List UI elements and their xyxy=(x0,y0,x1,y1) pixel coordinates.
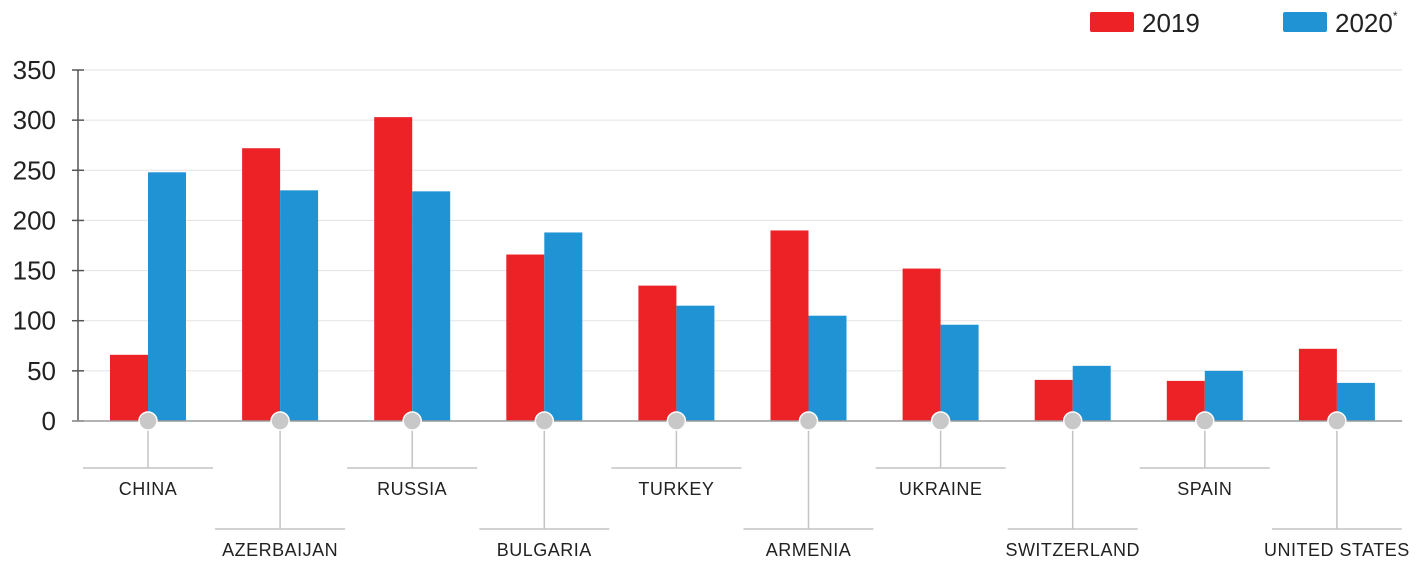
category-label-ukraine: UKRAINE xyxy=(899,479,983,499)
y-tick-label-350: 350 xyxy=(13,55,56,85)
y-tick-label-100: 100 xyxy=(13,306,56,336)
category-label-russia: RUSSIA xyxy=(377,479,447,499)
bar-2020-ukraine xyxy=(941,325,979,421)
category-marker-turkey xyxy=(667,412,685,430)
bar-2019-armenia xyxy=(771,230,809,421)
category-marker-spain xyxy=(1196,412,1214,430)
category-marker-ukraine xyxy=(932,412,950,430)
bar-2019-ukraine xyxy=(903,269,941,421)
bar-2019-turkey xyxy=(638,286,676,421)
bar-2020-turkey xyxy=(676,306,714,421)
bar-2020-armenia xyxy=(809,316,847,421)
legend: 2019 2020* xyxy=(1090,8,1398,38)
y-tick-label-150: 150 xyxy=(13,256,56,286)
category-marker-russia xyxy=(403,412,421,430)
category-label-azerbaijan: AZERBAIJAN xyxy=(222,540,338,560)
y-tick-label-300: 300 xyxy=(13,105,56,135)
bar-2020-bulgaria xyxy=(544,232,582,421)
category-label-turkey: TURKEY xyxy=(638,479,714,499)
bar-2019-united-states xyxy=(1299,349,1337,421)
legend-swatch-2019 xyxy=(1090,12,1134,32)
bar-2019-china xyxy=(110,355,148,421)
legend-label-2020: 2020* xyxy=(1335,8,1398,38)
legend-swatch-2020 xyxy=(1283,12,1327,32)
category-marker-azerbaijan xyxy=(271,412,289,430)
y-tick-label-50: 50 xyxy=(27,356,56,386)
category-marker-bulgaria xyxy=(535,412,553,430)
bar-2020-russia xyxy=(412,191,450,421)
y-tick-label-250: 250 xyxy=(13,155,56,185)
category-marker-united-states xyxy=(1328,412,1346,430)
category-label-switzerland: SWITZERLAND xyxy=(1005,540,1140,560)
category-marker-china xyxy=(139,412,157,430)
category-marker-switzerland xyxy=(1064,412,1082,430)
bar-2019-azerbaijan xyxy=(242,148,280,421)
bar-2019-russia xyxy=(374,117,412,421)
category-marker-armenia xyxy=(800,412,818,430)
category-label-united-states: UNITED STATES xyxy=(1264,540,1410,560)
y-tick-label-200: 200 xyxy=(13,205,56,235)
bar-2020-switzerland xyxy=(1073,366,1111,421)
legend-label-2020-text: 2020 xyxy=(1335,8,1393,38)
bar-2020-azerbaijan xyxy=(280,190,318,421)
y-tick-label-0: 0 xyxy=(42,406,56,436)
bar-2019-bulgaria xyxy=(506,255,544,421)
category-label-armenia: ARMENIA xyxy=(766,540,852,560)
bars xyxy=(110,117,1375,421)
category-label-china: CHINA xyxy=(119,479,178,499)
category-label-spain: SPAIN xyxy=(1177,479,1232,499)
bar-2020-china xyxy=(148,172,186,421)
legend-label-2019: 2019 xyxy=(1142,8,1200,38)
y-axis: 0 50 100 150 200 250 300 350 xyxy=(13,55,84,436)
legend-superscript: * xyxy=(1393,9,1398,23)
category-label-bulgaria: BULGARIA xyxy=(497,540,592,560)
x-axis: CHINA AZERBAIJAN RUSSIA BULGARIA TURKEY ARMEN… xyxy=(72,412,1410,560)
